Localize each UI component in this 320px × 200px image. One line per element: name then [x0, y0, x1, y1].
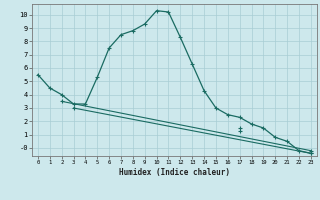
- X-axis label: Humidex (Indice chaleur): Humidex (Indice chaleur): [119, 168, 230, 177]
